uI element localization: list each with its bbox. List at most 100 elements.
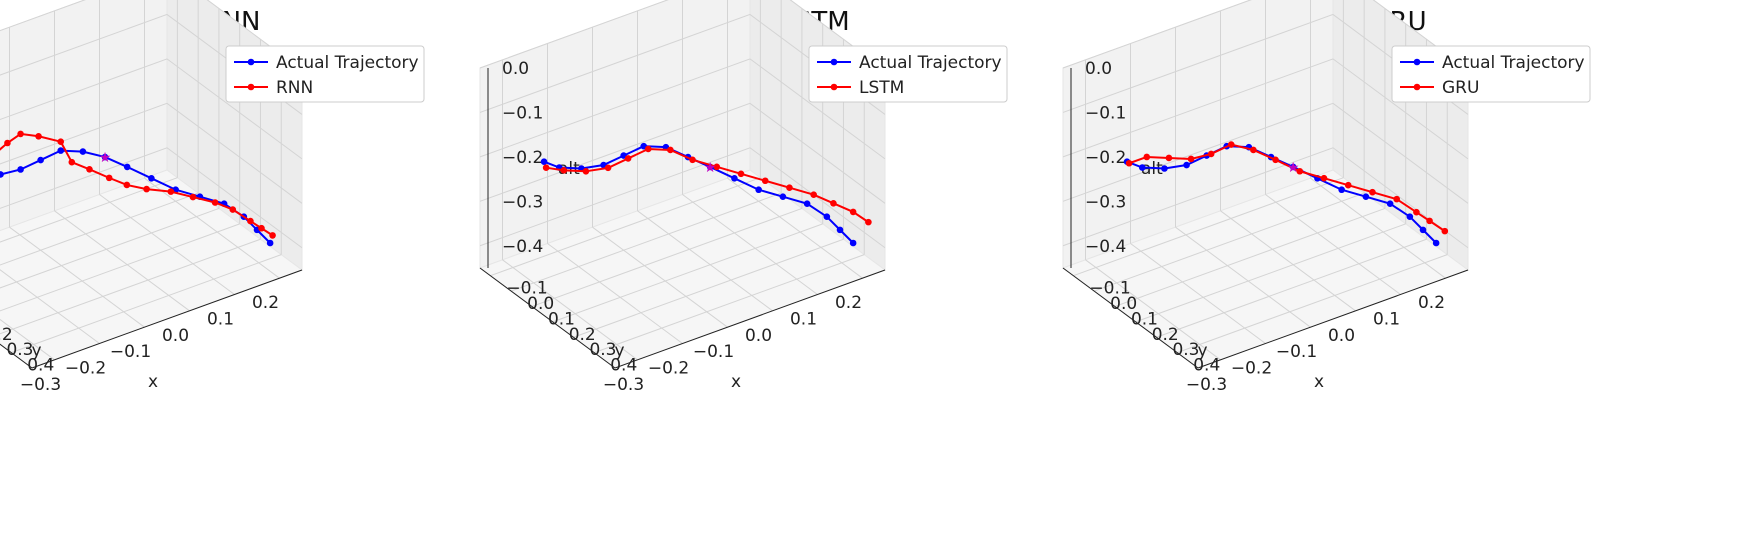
data-point-gru [1227, 141, 1235, 148]
grid-line-y [1156, 238, 1427, 338]
grid-line-z [0, 102, 303, 204]
data-point-actual-trajectory [101, 153, 109, 161]
data-point-lstm [865, 218, 872, 226]
grid-line-x [1310, 177, 1446, 279]
y-tick-label: −0.1 [506, 279, 547, 299]
data-point-lstm [849, 208, 857, 216]
data-point-lstm [644, 145, 652, 153]
data-point-gru [1165, 154, 1173, 162]
y-tick-label: 0.3 [1172, 340, 1199, 360]
y-tick-label: 0.1 [1131, 309, 1158, 329]
x-tick-label: 0.2 [252, 293, 279, 313]
data-point-gru [1320, 174, 1328, 182]
legend-label-lstm: LSTM [859, 78, 904, 98]
data-point-actual-trajectory [0, 171, 4, 178]
z-tick-label: −0.4 [1085, 237, 1126, 257]
start-marker: ★ [99, 150, 112, 166]
grid-line-y [0, 177, 178, 243]
data-point-rnn [167, 188, 175, 195]
data-point-lstm [689, 156, 696, 164]
x-tick-label: −0.2 [1231, 359, 1272, 379]
x-axis-line [614, 269, 886, 369]
grid-line-y [1114, 207, 1386, 307]
data-point-actual-trajectory [1338, 186, 1345, 194]
grid-line-x [1085, 259, 1221, 361]
grid-line-y [0, 238, 261, 335]
data-point-rnn [123, 181, 131, 189]
data-point-gru [1272, 156, 1279, 164]
data-point-actual-trajectory [823, 213, 831, 221]
data-point-actual-trajectory [1362, 193, 1370, 201]
data-point-rnn [247, 217, 254, 225]
data-point-actual-trajectory [148, 175, 155, 182]
grid-line-y [510, 192, 782, 292]
y-axis-line [479, 267, 616, 369]
grid-line-y [0, 223, 240, 312]
data-point-rnn [105, 174, 113, 182]
grid-line-x [0, 318, 55, 361]
data-point-actual-trajectory [803, 200, 811, 207]
data-point-rnn [4, 139, 11, 147]
y-tick-label: −0.1 [1089, 279, 1130, 299]
grid-line-y [531, 207, 803, 307]
y-tick-label: 0.2 [569, 325, 596, 345]
data-point-actual-trajectory [779, 193, 787, 201]
y-tick-label: 0.2 [0, 325, 13, 345]
grid-line-x [99, 194, 235, 295]
data-point-lstm [761, 177, 769, 185]
x-tick-label: −0.3 [603, 375, 644, 395]
x-tick-label: 0.0 [1328, 326, 1355, 346]
data-point-actual-trajectory [57, 147, 65, 154]
y-tick-label: 0.1 [548, 309, 575, 329]
x-tick-label: 0.0 [745, 326, 772, 346]
data-point-lstm [604, 164, 612, 172]
data-point-gru [1413, 208, 1420, 216]
data-point-lstm [542, 164, 550, 171]
data-point-actual-trajectory [755, 186, 762, 194]
grid-line-y [594, 254, 865, 354]
data-point-gru [1125, 159, 1133, 167]
grid-line-x [682, 194, 818, 295]
data-point-lstm [786, 184, 793, 192]
z-axis-label: alt [1141, 159, 1163, 179]
grid-line-z [1062, 0, 1469, 71]
legend-marker-actual-trajectory [247, 58, 255, 66]
legend-label-actual-trajectory: Actual Trajectory [859, 53, 1002, 73]
legend-label-actual-trajectory: Actual Trajectory [276, 53, 419, 73]
data-point-rnn [57, 138, 65, 146]
data-point-gru [1187, 155, 1195, 163]
z-tick-label: −0.1 [1085, 103, 1126, 123]
grid-line-z [479, 147, 886, 249]
grid-line-y [1073, 177, 1344, 277]
grid-line-x [547, 243, 683, 344]
z-tick-label: −0.2 [1085, 148, 1126, 168]
grid-line-z [0, 0, 303, 71]
data-point-gru [1426, 217, 1433, 225]
data-point-actual-trajectory [17, 166, 24, 173]
data-point-actual-trajectory [1419, 226, 1427, 234]
z-tick-label: −0.2 [502, 148, 543, 168]
x-axis-line [31, 269, 303, 369]
y-axis-label: y [1197, 341, 1207, 361]
data-point-rnn [229, 206, 237, 213]
data-point-gru [1296, 167, 1304, 175]
x-tick-label: −0.1 [1276, 342, 1317, 362]
data-point-lstm [667, 146, 674, 154]
y-tick-label: 0.3 [6, 340, 33, 360]
data-point-lstm [582, 168, 590, 175]
grid-line-z [0, 58, 303, 160]
chart-panel-gru: GRU−0.3−0.2−0.10.00.10.2−0.10.00.10.20.3… [1061, 0, 1746, 556]
grid-line-x [592, 226, 728, 328]
grid-line-y [490, 177, 761, 277]
y-tick-label: 0.4 [610, 356, 637, 376]
chart-panel-rnn: RNN−0.3−0.2−0.10.00.10.2−0.10.00.10.20.3… [0, 0, 580, 556]
z-tick-label: −0.3 [502, 192, 543, 212]
grid-line-x [727, 177, 863, 279]
y-tick-label: 0.0 [527, 294, 554, 314]
data-point-lstm [810, 191, 817, 198]
data-point-actual-trajectory [540, 158, 548, 166]
grid-line-y [573, 238, 844, 338]
x-tick-label: −0.3 [1186, 375, 1227, 395]
data-point-rnn [189, 193, 197, 201]
data-point-gru [1250, 146, 1257, 154]
